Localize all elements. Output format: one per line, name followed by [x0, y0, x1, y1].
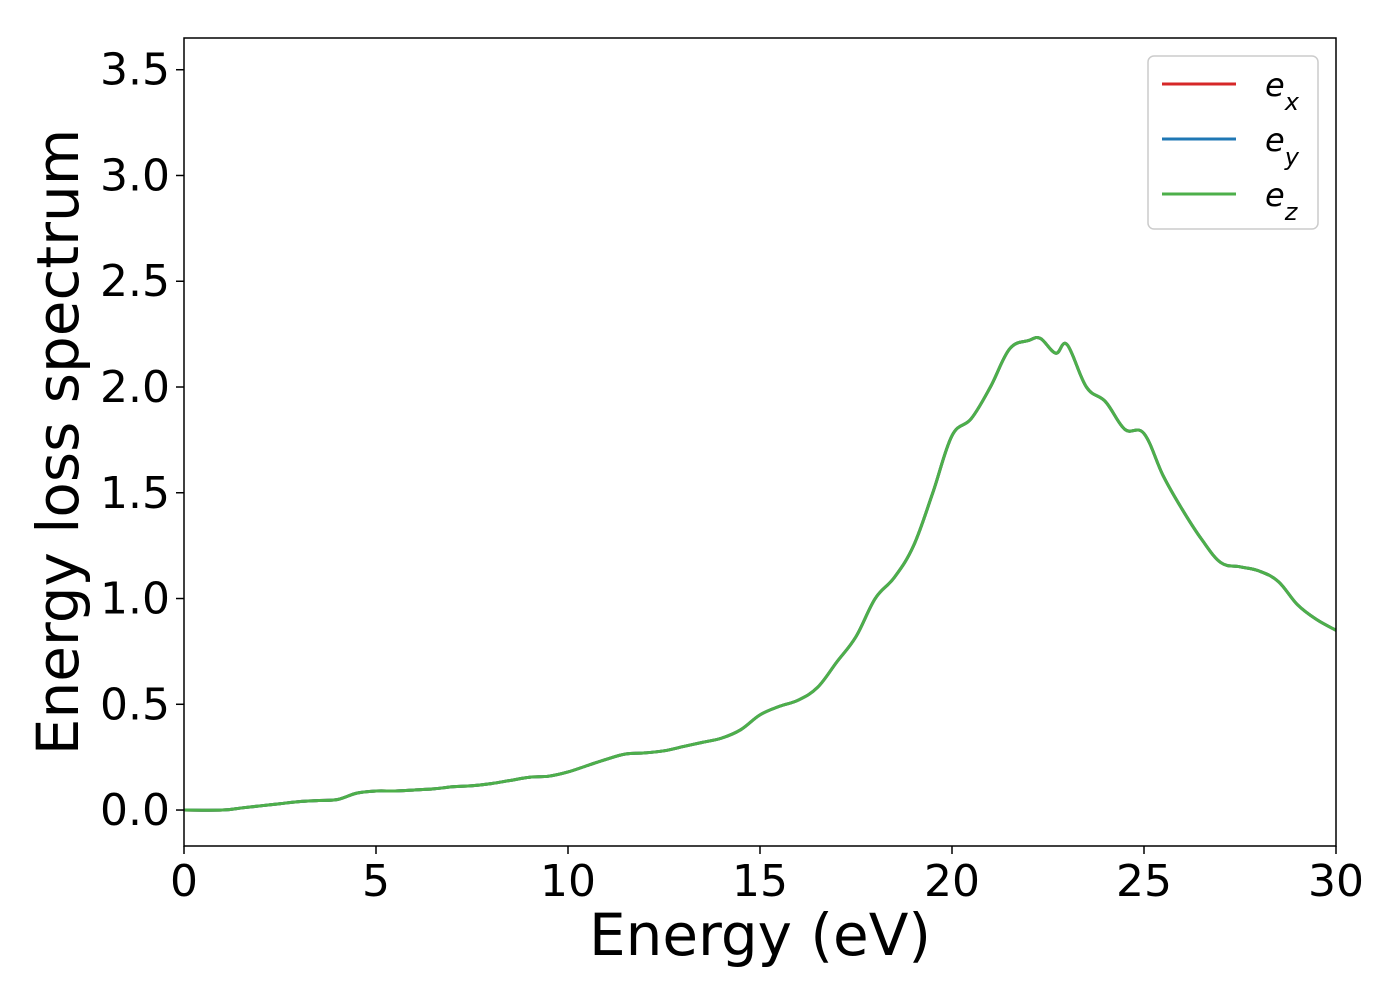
legend-label: ez — [1265, 176, 1299, 226]
x-tick-label: 30 — [1308, 856, 1364, 907]
x-axis-ticks: 0 5 10 15 20 25 30 — [170, 846, 1364, 907]
legend-label-base: e — [1265, 121, 1285, 159]
legend-box — [1147, 55, 1319, 230]
legend-label-subscript: z — [1284, 198, 1299, 226]
legend-label-subscript: y — [1284, 143, 1300, 171]
y-tick-label: 1.0 — [100, 574, 170, 625]
y-tick-label: 3.5 — [100, 45, 170, 96]
series-line-e-x — [184, 335, 1336, 812]
legend-label: ey — [1265, 121, 1300, 171]
legend-entry-e-x: ex — [1162, 66, 1300, 116]
y-tick-label: 0.0 — [100, 785, 170, 836]
y-axis-label: Energy loss spectrum — [24, 129, 92, 755]
legend-label-base: e — [1265, 66, 1285, 104]
y-tick-label: 3.0 — [100, 150, 170, 201]
x-axis-label: Energy (eV) — [589, 901, 931, 969]
y-tick-label: 2.0 — [100, 362, 170, 413]
y-tick-label: 0.5 — [100, 679, 170, 730]
series-line-e-z — [184, 335, 1336, 812]
x-tick-label: 0 — [170, 856, 198, 907]
series-line-e-y — [184, 335, 1336, 812]
legend-label: ex — [1265, 66, 1300, 116]
x-tick-label: 15 — [732, 856, 788, 907]
x-tick-label: 5 — [362, 856, 390, 907]
plot-content — [184, 335, 1336, 812]
legend-entry-e-y: ey — [1162, 121, 1300, 171]
y-tick-label: 1.5 — [100, 468, 170, 519]
x-tick-label: 20 — [924, 856, 980, 907]
x-tick-label: 10 — [540, 856, 596, 907]
legend-label-base: e — [1265, 176, 1285, 214]
y-tick-label: 2.5 — [100, 256, 170, 307]
legend-entry-e-z: ez — [1162, 176, 1299, 226]
legend-label-subscript: x — [1284, 88, 1300, 116]
x-tick-label: 25 — [1116, 856, 1172, 907]
y-axis-ticks: 0.0 0.5 1.0 1.5 2.0 2.5 3.0 3.5 — [100, 45, 184, 836]
